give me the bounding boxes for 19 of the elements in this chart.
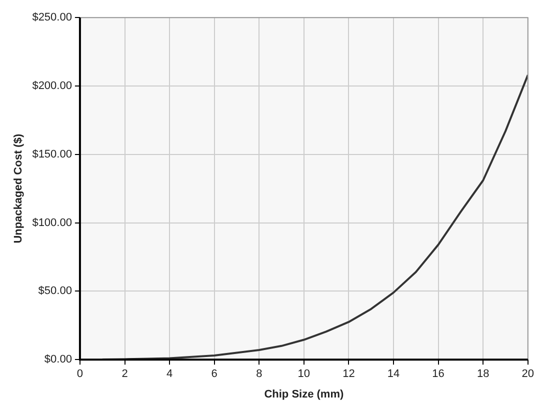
y-tick-label: $250.00	[32, 12, 72, 24]
y-tick-label: $50.00	[38, 285, 72, 298]
x-tick-label: 10	[298, 368, 310, 380]
x-tick-label: 16	[432, 368, 444, 380]
x-axis-title: Chip Size (mm)	[264, 388, 344, 400]
x-tick-label: 8	[256, 368, 262, 380]
y-tick-label: $200.00	[32, 80, 72, 92]
x-tick-label: 20	[522, 368, 534, 380]
y-tick-label: $0.00	[44, 354, 72, 366]
x-tick-label: 4	[166, 368, 173, 380]
y-tick-label: $150.00	[32, 148, 72, 160]
x-tick-label: 2	[122, 368, 128, 380]
x-tick-label: 0	[76, 368, 84, 380]
x-tick-label: 6	[211, 368, 218, 380]
x-tick-label: 12	[342, 368, 355, 380]
y-axis-title: Unpackaged Cost ($)	[12, 134, 25, 244]
y-tick-label: $100.00	[32, 216, 72, 229]
x-tick-label: 18	[476, 368, 490, 380]
x-tick-label: 14	[387, 368, 400, 380]
